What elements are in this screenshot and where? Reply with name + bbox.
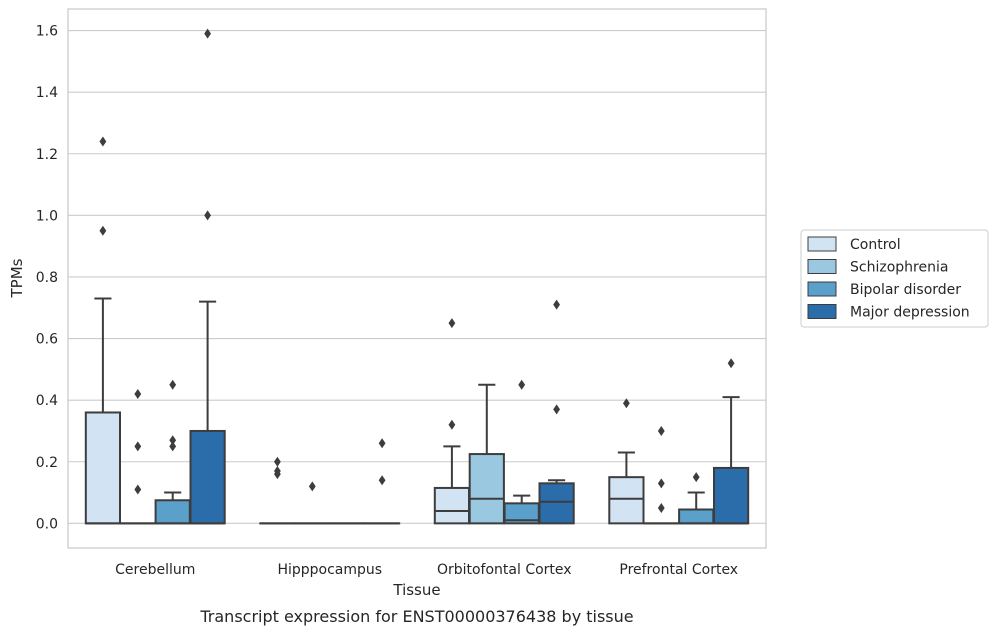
chart-caption: Transcript expression for ENST0000037643… — [199, 607, 633, 626]
y-tick-label: 0.4 — [36, 393, 58, 409]
outlier-point — [727, 358, 735, 369]
outlier-point — [378, 438, 386, 449]
legend-swatch — [807, 304, 837, 319]
outlier-point — [204, 210, 211, 221]
y-tick-label: 0.2 — [36, 455, 58, 471]
outlier-point — [134, 441, 142, 452]
box-group — [503, 379, 540, 525]
box — [189, 429, 226, 525]
box — [433, 486, 471, 525]
y-tick-label: 1.0 — [36, 208, 58, 224]
outlier-point — [169, 441, 177, 452]
legend: Control Schizophrenia Bipolar disorder Majo… — [800, 229, 989, 328]
outlier-point — [134, 484, 142, 495]
box — [468, 453, 505, 525]
outlier-point — [99, 225, 107, 236]
box-group — [154, 379, 191, 525]
box-group — [84, 136, 122, 525]
legend-swatch — [807, 259, 837, 274]
outlier-point — [99, 136, 107, 147]
outlier-point — [169, 379, 177, 390]
outlier-point — [553, 299, 560, 310]
outlier-point — [308, 481, 316, 492]
y-tick-label: 0.6 — [36, 332, 58, 348]
outlier-point — [623, 398, 630, 409]
y-tick-label: 1.2 — [36, 147, 58, 163]
legend-entry-label: Major depression — [850, 305, 970, 321]
outlier-point — [378, 475, 386, 486]
box — [154, 499, 191, 525]
legend-entry-label: Control — [850, 237, 901, 253]
y-tick-label: 1.4 — [36, 85, 58, 101]
box-group — [608, 398, 645, 525]
box — [538, 482, 575, 525]
box — [678, 508, 715, 525]
box-group — [712, 358, 750, 525]
box — [712, 466, 750, 525]
outlier-point — [657, 502, 665, 513]
outlier-point — [553, 404, 560, 415]
outlier-point — [448, 419, 456, 430]
y-axis-label: TPMs — [8, 258, 26, 298]
box-group — [468, 383, 505, 525]
box-group — [119, 389, 156, 525]
outlier-point — [274, 456, 281, 467]
y-tick-label: 0.8 — [36, 270, 58, 286]
legend-swatch — [807, 236, 837, 252]
x-tick-label: Prefrontal Cortex — [619, 562, 738, 578]
box-group — [363, 438, 401, 525]
box-group — [538, 299, 575, 525]
outlier-point — [274, 466, 281, 476]
outlier-point — [448, 318, 456, 329]
x-tick-label: Orbitofontal Cortex — [437, 562, 572, 578]
plot-frame — [67, 8, 767, 549]
x-tick-labels: Cerebellum Hipppocampus Orbitofontal Corte… — [115, 562, 738, 578]
outlier-point — [657, 425, 665, 436]
outlier-point — [657, 478, 665, 489]
x-axis-label: Tissue — [392, 581, 440, 599]
outlier-point — [134, 389, 142, 399]
box — [84, 411, 122, 525]
y-tick-labels: 0.0 0.2 0.4 0.6 0.8 1.0 1.2 1.4 1.6 — [36, 24, 58, 533]
box-group — [189, 28, 226, 525]
legend-swatch — [807, 281, 837, 297]
outlier-point — [169, 435, 177, 446]
y-tick-label: 1.6 — [36, 24, 58, 40]
outlier-point — [692, 472, 700, 483]
box — [608, 476, 645, 525]
outlier-point — [204, 28, 211, 39]
x-tick-label: Hipppocampus — [277, 562, 382, 578]
outlier-point — [518, 379, 526, 390]
legend-entry-label: Bipolar disorder — [850, 282, 961, 298]
box-group — [678, 472, 715, 525]
y-tick-label: 0.0 — [36, 516, 58, 532]
legend-entry-label: Schizophrenia — [850, 260, 948, 276]
legend-frame — [800, 229, 989, 328]
x-tick-label: Cerebellum — [115, 562, 195, 578]
box-series — [84, 28, 750, 525]
